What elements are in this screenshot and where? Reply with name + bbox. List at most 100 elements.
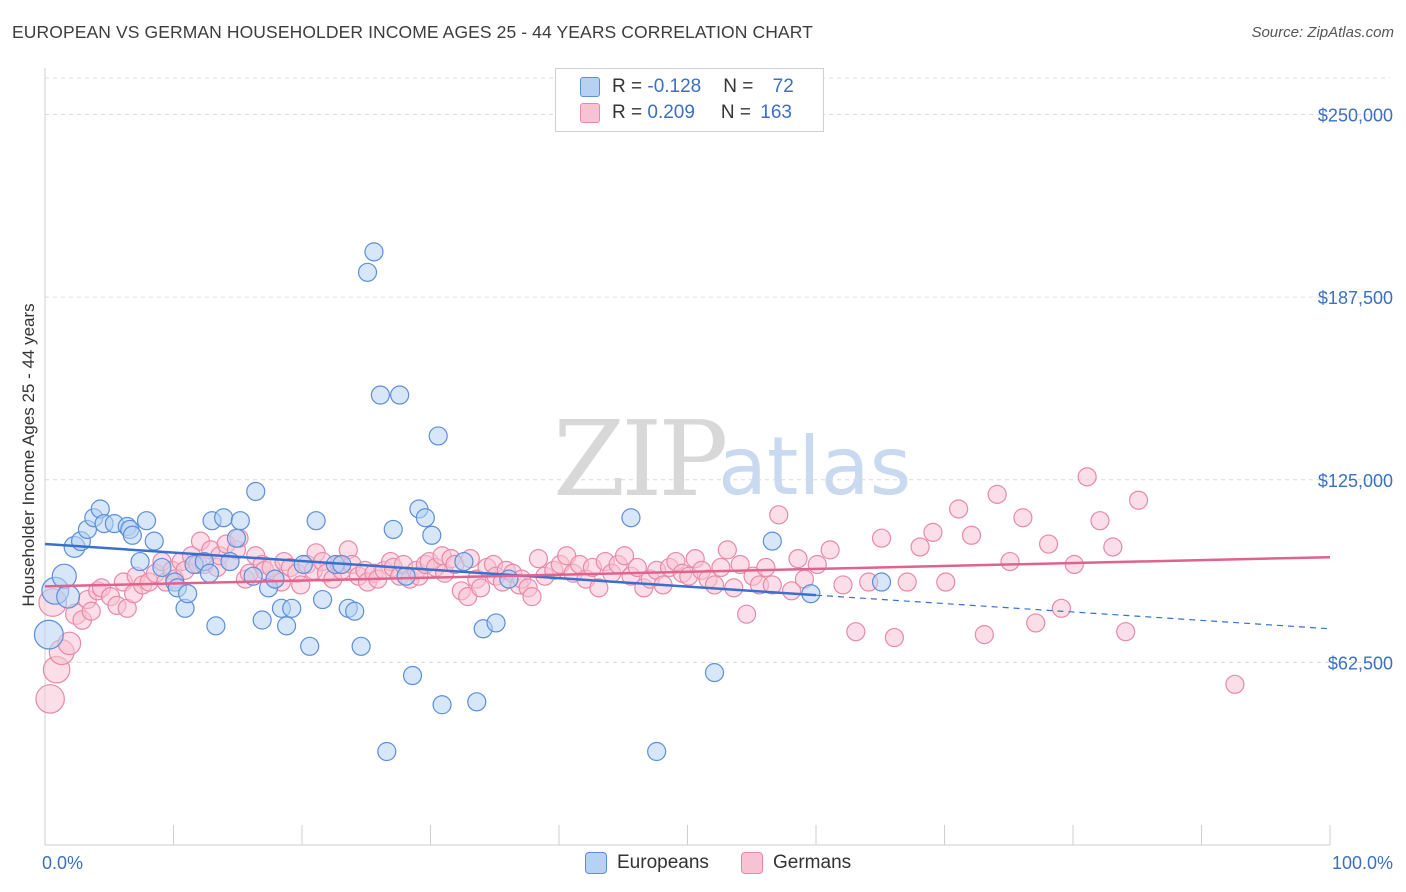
europeans-point — [357, 262, 378, 282]
europeans-point — [415, 508, 435, 528]
germans-point — [1116, 622, 1136, 642]
germans-point — [291, 575, 311, 595]
germans-point — [756, 557, 776, 578]
germans-point — [522, 587, 542, 607]
axes — [44, 68, 1331, 846]
chart-title: EUROPEAN VS GERMAN HOUSEHOLDER INCOME AG… — [12, 22, 813, 42]
europeans-point — [199, 563, 220, 583]
legend-row-europeans: R = -0.128 N = 72 — [580, 76, 794, 100]
legend-row-germans: R = 0.209 N = 163 — [580, 102, 792, 126]
europeans-point — [345, 601, 365, 621]
tick-labels: $62,500 $125,000 $187,500 $250,000 0.0% 100.0… — [42, 106, 1393, 873]
europeans-point — [364, 242, 384, 262]
europeans-label: Europeans — [617, 852, 709, 874]
germans-point — [974, 625, 994, 645]
europeans-point — [370, 385, 390, 405]
germans-trend-line — [44, 555, 1331, 588]
europeans-point — [396, 566, 416, 586]
y-axis-label: Householder Income Ages 25 - 44 years — [19, 303, 38, 606]
watermark-zip: ZIP — [553, 398, 728, 520]
europeans-point — [422, 525, 442, 545]
europeans-trend-extension — [815, 594, 1331, 630]
x-tick-label: 0.0% — [42, 853, 83, 873]
europeans-point — [300, 636, 320, 656]
germans-point — [35, 684, 65, 714]
germans-point — [762, 575, 782, 595]
europeans-point — [499, 569, 519, 589]
europeans-point — [390, 385, 410, 405]
germans-point — [846, 622, 866, 642]
r-value: -0.128 — [647, 76, 702, 97]
germans-point — [949, 499, 969, 519]
y-tick-label: $62,500 — [1328, 653, 1393, 673]
germans-label: Germans — [773, 852, 852, 874]
germans-point — [884, 627, 904, 648]
europeans-point — [871, 572, 892, 592]
germans-point — [769, 505, 789, 525]
y-tick-label: $125,000 — [1318, 471, 1393, 491]
europeans-point — [621, 508, 641, 528]
germans-point — [1051, 598, 1072, 618]
r-label: R = — [612, 76, 648, 97]
germans-point — [1000, 551, 1020, 572]
europeans-point — [312, 589, 333, 610]
legend: R = -0.128 N = 72 R = 0.209 N = 163 — [555, 68, 824, 132]
europeans-point — [144, 531, 164, 551]
europeans-point — [136, 511, 157, 531]
europeans-point — [351, 636, 371, 656]
y-tick-label: $250,000 — [1318, 106, 1393, 126]
bottom-legend-europeans: Europeans — [585, 852, 709, 874]
germans-point — [614, 546, 635, 566]
europeans-point — [486, 613, 506, 633]
bottom-legend-germans: Germans — [741, 852, 851, 874]
germans-point — [1026, 613, 1046, 633]
germans-point — [923, 522, 943, 542]
europeans-point — [432, 695, 452, 715]
germans-point — [833, 575, 853, 595]
n-label: N = — [720, 102, 757, 123]
germans-point — [781, 581, 802, 601]
europeans-point — [467, 692, 487, 712]
n-value: 163 — [760, 102, 792, 123]
europeans-point — [282, 598, 302, 618]
germans-point — [1013, 508, 1033, 528]
germans-point — [81, 601, 101, 621]
germans-point — [724, 578, 744, 598]
europeans-point — [130, 551, 150, 572]
germans-point — [471, 578, 491, 598]
germans-point — [1038, 534, 1059, 554]
europeans-point — [33, 619, 64, 650]
europeans-point — [293, 554, 313, 575]
germans-point — [1128, 490, 1149, 510]
europeans-swatch — [585, 852, 607, 874]
europeans-point — [214, 508, 234, 528]
europeans-point — [230, 511, 250, 531]
germans-point — [711, 557, 731, 578]
germans-point — [897, 572, 917, 592]
germans-swatch — [580, 102, 600, 123]
trend-lines — [44, 542, 1331, 630]
europeans-point — [704, 663, 725, 683]
germans-point — [730, 554, 750, 575]
germans-points — [35, 467, 1245, 714]
germans-point — [961, 525, 982, 545]
germans-point — [528, 549, 549, 569]
germans-point — [1064, 554, 1084, 575]
europeans-point — [252, 610, 272, 630]
europeans-point — [206, 616, 226, 636]
germans-point — [1090, 511, 1110, 531]
x-tick-label: 100.0% — [1332, 853, 1393, 873]
europeans-swatch — [580, 76, 600, 97]
europeans-point — [122, 525, 142, 545]
germans-point — [704, 575, 725, 595]
r-label: R = — [612, 102, 648, 123]
germans-point — [820, 540, 840, 560]
r-value: 0.209 — [647, 102, 695, 123]
source-credit: Source: ZipAtlas.com — [1251, 24, 1394, 41]
germans-point — [936, 572, 956, 592]
europeans-point — [454, 551, 474, 572]
europeans-point — [152, 557, 172, 578]
germans-point — [717, 540, 737, 560]
germans-point — [807, 554, 827, 575]
